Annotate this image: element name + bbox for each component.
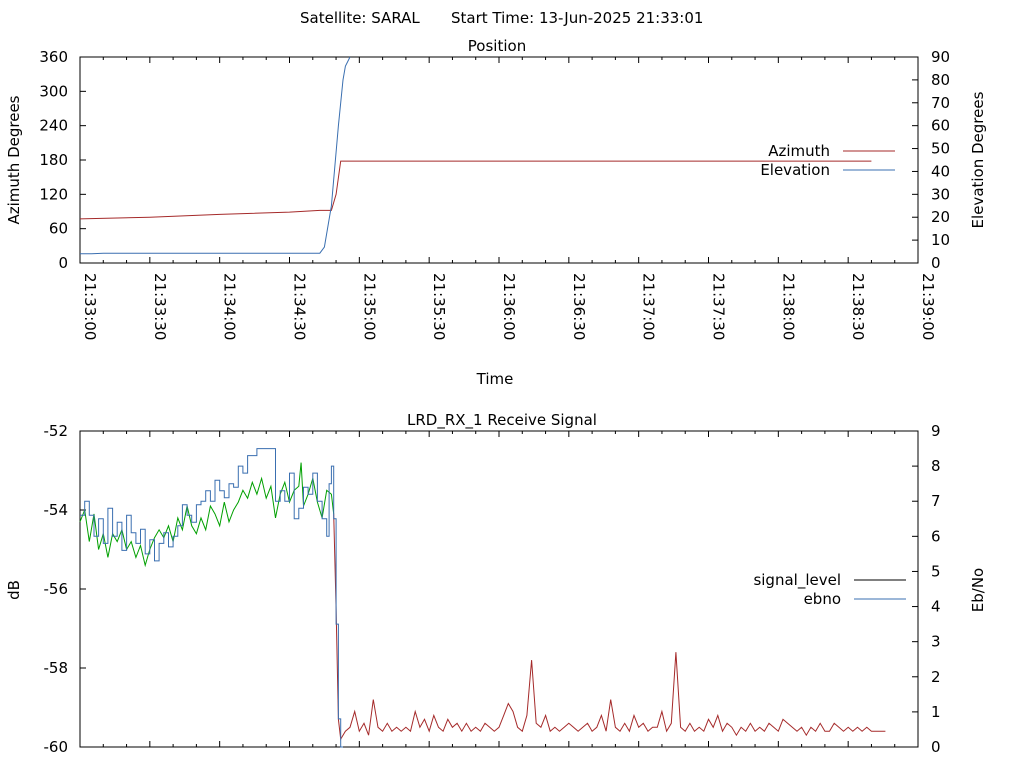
- azimuth-series-line: [79, 160, 872, 220]
- signal-chart: LRD_RX_1 Receive Signal -60-58-56-54-52 …: [5, 411, 987, 756]
- time-axis-tick-label: 21:34:30: [291, 273, 309, 340]
- time-axis-tick-label: 21:36:30: [570, 273, 588, 340]
- time-axis-tick-label: 21:33:30: [151, 273, 169, 340]
- ebno-axis-tick-label: 7: [931, 492, 941, 510]
- ebno-axis-tick-label: 1: [931, 703, 941, 721]
- signal-y-axis: -60 -58 -56 -54 -52: [44, 422, 86, 756]
- time-axis-tick-label: 21:34:00: [221, 273, 239, 340]
- elevation-axis-tick-label: 40: [931, 162, 950, 180]
- db-axis-tick-label: -54: [44, 501, 69, 519]
- time-axis-tick-label: 21:35:00: [360, 273, 378, 340]
- time-axis-tick-label: 21:35:30: [430, 273, 448, 340]
- satellite-label: Satellite: SARAL: [300, 9, 420, 27]
- start-time-label: Start Time: 13-Jun-2025 21:33:01: [451, 9, 703, 27]
- position-y2-axis: 0 10 20 30 40 50 60 70 80 90: [912, 48, 950, 272]
- elevation-axis-tick-label: 30: [931, 185, 950, 203]
- signal-y2-axis: 0 1 2 3 4 5 6 7 8 9: [912, 422, 941, 756]
- position-y-axis-label: Azimuth Degrees: [5, 95, 23, 224]
- db-axis-tick-label: -52: [44, 422, 69, 440]
- time-axis-tick-label: 21:39:00: [919, 273, 937, 340]
- azimuth-axis-tick-label: 180: [39, 151, 68, 169]
- signal-level-series-segment: [79, 462, 335, 568]
- ebno-axis-tick-label: 2: [931, 668, 941, 686]
- signal-chart-title: LRD_RX_1 Receive Signal: [407, 411, 597, 430]
- ebno-axis-tick-label: 4: [931, 598, 941, 616]
- azimuth-axis-tick-label: 120: [39, 185, 68, 203]
- legend-ebno-label: ebno: [804, 590, 841, 608]
- elevation-axis-tick-label: 50: [931, 140, 950, 158]
- position-y-axis: 0 60 120 180 240 300 360: [39, 48, 86, 272]
- elevation-series-line: [80, 56, 351, 255]
- ebno-axis-tick-label: 0: [931, 738, 941, 756]
- db-axis-tick-label: -60: [44, 738, 69, 756]
- ebno-axis-tick-label: 9: [931, 422, 941, 440]
- db-axis-tick-label: -56: [44, 580, 69, 598]
- time-axis-tick-label: 21:38:30: [849, 273, 867, 340]
- elevation-axis-tick-label: 60: [931, 117, 950, 135]
- signal-level-series-segment: [333, 513, 886, 741]
- position-x-axis-label: Time: [476, 370, 514, 388]
- legend-elevation-label: Elevation: [760, 161, 830, 179]
- azimuth-axis-tick-label: 360: [39, 48, 68, 66]
- elevation-axis-tick-label: 10: [931, 231, 950, 249]
- signal-y2-axis-label: Eb/No: [969, 568, 987, 612]
- ebno-axis-tick-label: 6: [931, 527, 941, 545]
- signal-x-axis: [79, 431, 919, 747]
- azimuth-axis-tick-label: 0: [58, 254, 68, 272]
- signal-series-group: [79, 448, 886, 748]
- ebno-axis-tick-label: 8: [931, 457, 941, 475]
- db-axis-tick-label: -58: [44, 659, 69, 677]
- position-legend: Azimuth Elevation: [760, 142, 895, 179]
- ebno-axis-tick-label: 5: [931, 562, 941, 580]
- azimuth-axis-tick-label: 240: [39, 117, 68, 135]
- elevation-axis-tick-label: 70: [931, 94, 950, 112]
- time-axis-tick-label: 21:37:00: [640, 273, 658, 340]
- azimuth-axis-tick-label: 60: [49, 220, 68, 238]
- position-x-axis: 21:33:00 21:33:30 21:34:00 21:34:30 21:35:00…: [79, 57, 937, 340]
- elevation-axis-tick-label: 20: [931, 208, 950, 226]
- ebno-series-line: [80, 448, 343, 748]
- elevation-axis-tick-label: 90: [931, 48, 950, 66]
- ebno-axis-tick-label: 3: [931, 633, 941, 651]
- signal-legend: signal_level ebno: [753, 571, 906, 608]
- position-chart: Position 0 60 120 180 240 300 360 0 10 20 30 40 50 6…: [5, 37, 987, 388]
- time-axis-tick-label: 21:36:00: [500, 273, 518, 340]
- legend-signal-level-label: signal_level: [753, 571, 841, 590]
- signal-y-axis-label: dB: [5, 580, 23, 600]
- time-axis-tick-label: 21:33:00: [81, 273, 99, 340]
- signal-plot-frame: [79, 430, 919, 748]
- legend-azimuth-label: Azimuth: [768, 142, 830, 160]
- position-y2-axis-label: Elevation Degrees: [969, 91, 987, 228]
- azimuth-axis-tick-label: 300: [39, 82, 68, 100]
- time-axis-tick-label: 21:38:00: [779, 273, 797, 340]
- elevation-axis-tick-label: 0: [931, 254, 941, 272]
- elevation-axis-tick-label: 80: [931, 71, 950, 89]
- position-plot-frame: [79, 56, 919, 264]
- time-axis-tick-label: 21:37:30: [710, 273, 728, 340]
- position-series-group: [79, 56, 872, 255]
- position-chart-title: Position: [468, 37, 526, 55]
